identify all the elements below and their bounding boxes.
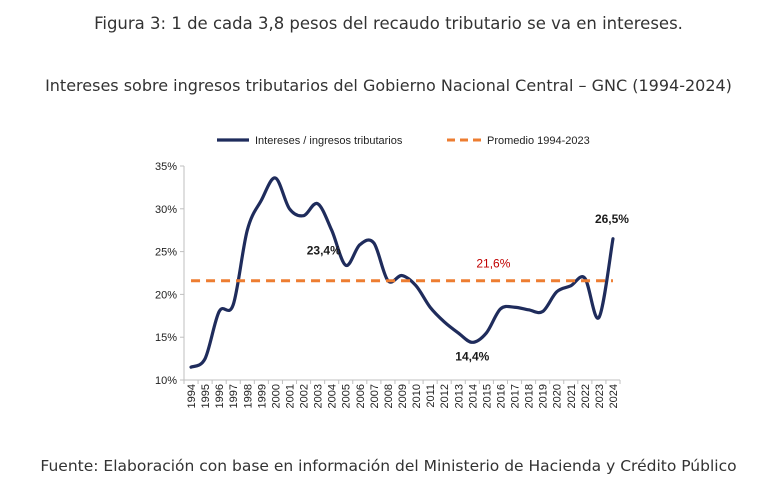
y-tick-label: 20% — [155, 289, 177, 301]
x-tick-label: 2010 — [411, 384, 423, 408]
x-tick-label: 2003 — [313, 384, 325, 408]
x-tick-label: 2024 — [608, 384, 620, 408]
x-tick-label: 2009 — [397, 384, 409, 408]
x-tick-label: 2023 — [594, 384, 606, 408]
data-label: 23,4% — [307, 243, 341, 257]
y-tick-label: 30% — [155, 204, 177, 216]
figure-caption: Figura 3: 1 de cada 3,8 pesos del recaud… — [94, 14, 683, 33]
x-tick-label: 1996 — [214, 384, 226, 408]
chart-annotations: 23,4% 14,4% 26,5% 21,6% — [307, 212, 630, 364]
chart-series — [189, 176, 615, 369]
x-tick-label: 2015 — [481, 384, 493, 408]
x-tick-label: 2021 — [566, 384, 578, 408]
data-label: 21,6% — [476, 257, 510, 271]
data-label: 26,5% — [595, 212, 629, 226]
x-tick-label: 2002 — [299, 384, 311, 408]
chart-axes: 10% 15% 20% 25% 30% 35% 1994 1995 1996 1997 1998 19… — [155, 161, 621, 408]
y-tick-label: 10% — [155, 375, 177, 387]
x-tick-label: 1999 — [256, 384, 268, 408]
x-tick-label: 2019 — [538, 384, 550, 408]
x-tick-label: 2005 — [341, 384, 353, 408]
x-tick-label: 2004 — [327, 384, 339, 408]
x-tick-label: 2013 — [453, 384, 465, 408]
legend-label-promedio: Promedio 1994-2023 — [487, 135, 590, 147]
x-tick-label: 2014 — [467, 384, 479, 408]
y-tick-label: 15% — [155, 332, 177, 344]
x-tick-label: 1994 — [186, 384, 198, 408]
legend-label-intereses: Intereses / ingresos tributarios — [255, 135, 403, 147]
x-tick-label: 2008 — [383, 384, 395, 408]
series-line-intereses — [189, 176, 615, 369]
x-tick-label: 2012 — [439, 384, 451, 408]
source-note: Fuente: Elaboración con base en informac… — [40, 457, 737, 475]
x-tick-label: 2011 — [425, 384, 437, 408]
chart-subtitle: Intereses sobre ingresos tributarios del… — [45, 76, 732, 95]
x-tick-label: 2000 — [270, 384, 282, 408]
x-tick-label: 2016 — [495, 384, 507, 408]
x-tick-label: 1995 — [200, 384, 212, 408]
x-tick-label: 2006 — [355, 384, 367, 408]
y-tick-label: 25% — [155, 247, 177, 259]
x-tick-label: 2001 — [284, 384, 296, 408]
x-tick-label: 2007 — [369, 384, 381, 408]
x-tick-label: 2018 — [524, 384, 536, 408]
x-tick-label: 1997 — [228, 384, 240, 408]
x-tick-label: 2017 — [510, 384, 522, 408]
x-tick-label: 2020 — [552, 384, 564, 408]
data-label: 14,4% — [455, 349, 489, 363]
x-tick-label: 2022 — [580, 384, 592, 408]
y-tick-label: 35% — [155, 161, 177, 173]
x-tick-label: 1998 — [242, 384, 254, 408]
chart-legend: Intereses / ingresos tributarios Promedio… — [217, 135, 590, 147]
